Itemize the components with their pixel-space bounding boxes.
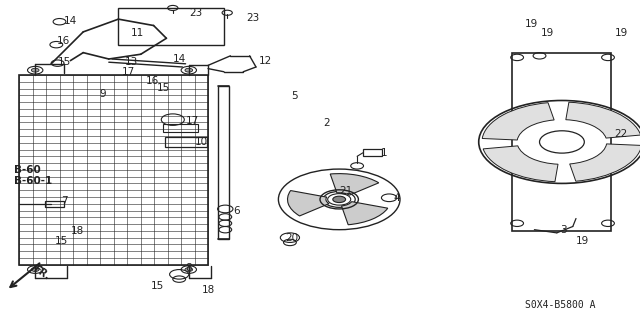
- Text: 11: 11: [131, 28, 145, 39]
- Text: 8: 8: [186, 263, 192, 273]
- Wedge shape: [482, 103, 554, 140]
- Text: S0X4-B5800 A: S0X4-B5800 A: [525, 300, 595, 310]
- Text: 3: 3: [560, 225, 566, 235]
- Text: 10: 10: [195, 137, 209, 147]
- Circle shape: [31, 68, 39, 72]
- Text: 2: 2: [323, 118, 330, 128]
- Wedge shape: [287, 190, 329, 216]
- Text: 12: 12: [259, 56, 273, 66]
- Text: 14: 14: [64, 16, 77, 26]
- Text: 13: 13: [125, 57, 138, 67]
- Bar: [19, 75, 208, 265]
- Text: 17: 17: [122, 67, 135, 77]
- Text: 19: 19: [576, 236, 589, 246]
- Bar: [45, 201, 64, 207]
- Circle shape: [185, 68, 193, 72]
- Text: 18: 18: [70, 226, 84, 236]
- Text: 9: 9: [99, 89, 106, 99]
- Text: 18: 18: [202, 285, 215, 295]
- Text: 17: 17: [186, 116, 199, 126]
- Text: 19: 19: [614, 28, 628, 39]
- Text: 15: 15: [157, 83, 170, 93]
- Circle shape: [31, 268, 39, 271]
- Bar: [163, 124, 198, 132]
- Text: 15: 15: [58, 57, 71, 67]
- Text: 19: 19: [525, 19, 538, 29]
- Text: 16: 16: [56, 36, 70, 47]
- Bar: [512, 53, 611, 231]
- Text: 23: 23: [246, 12, 260, 23]
- Text: 19: 19: [541, 28, 554, 39]
- Bar: [363, 149, 382, 156]
- Text: 14: 14: [173, 54, 186, 64]
- Text: 23: 23: [189, 8, 202, 18]
- Text: 16: 16: [146, 76, 159, 86]
- Bar: [118, 8, 224, 45]
- Text: 5: 5: [291, 91, 298, 101]
- Bar: [165, 137, 207, 147]
- Text: 7: 7: [61, 196, 67, 206]
- Circle shape: [333, 196, 346, 203]
- Wedge shape: [330, 174, 379, 195]
- Text: 15: 15: [54, 236, 68, 246]
- Wedge shape: [483, 146, 558, 182]
- Text: 4: 4: [394, 193, 400, 203]
- Text: 1: 1: [381, 148, 387, 158]
- Wedge shape: [570, 144, 640, 181]
- Circle shape: [185, 268, 193, 271]
- Text: 21: 21: [339, 186, 353, 197]
- Bar: [218, 86, 229, 239]
- Text: 22: 22: [614, 129, 628, 139]
- Wedge shape: [342, 202, 388, 225]
- Text: 20: 20: [285, 233, 298, 243]
- Text: 15: 15: [150, 280, 164, 291]
- Text: B-60
B-60-1: B-60 B-60-1: [14, 165, 52, 186]
- Text: FR.: FR.: [31, 263, 51, 282]
- Text: 6: 6: [234, 205, 240, 216]
- Wedge shape: [566, 102, 640, 138]
